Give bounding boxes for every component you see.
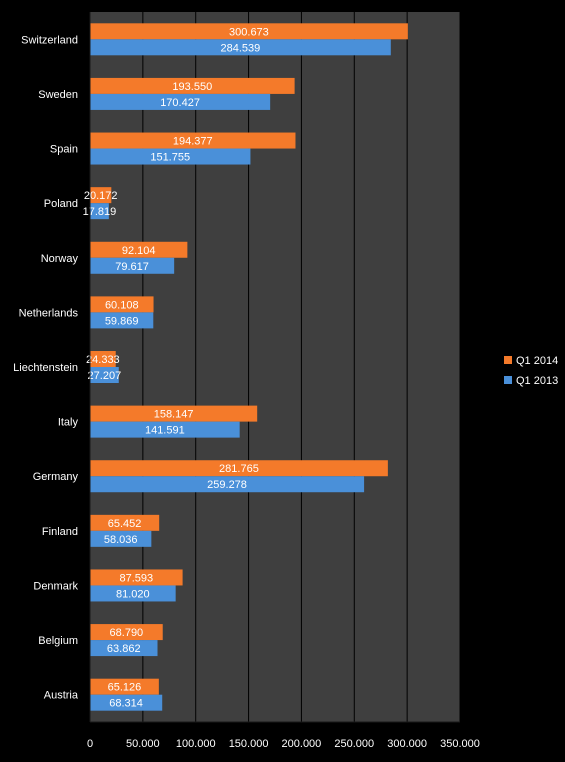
data-label-q1-2014-belgium: 68.790	[110, 627, 144, 639]
bar-q1-2014-spain	[90, 132, 296, 149]
x-tick-label-100-000: 100.000	[176, 738, 216, 750]
category-label-poland: Poland	[44, 198, 78, 210]
x-tick-label-50-000: 50.000	[126, 738, 160, 750]
x-tick-label-350-000: 350.000	[440, 738, 480, 750]
bar-q1-2013-switzerland	[90, 39, 391, 56]
data-label-q1-2014-poland: 20.172	[84, 190, 118, 202]
data-label-q1-2014-finland: 65.452	[108, 518, 142, 530]
bar-q1-2013-belgium	[90, 640, 158, 657]
legend-swatch-q1-2013	[504, 376, 512, 384]
data-label-q1-2013-belgium: 63.862	[107, 643, 141, 655]
bar-q1-2014-norway	[90, 241, 188, 258]
data-label-q1-2013-spain: 151.755	[150, 152, 190, 164]
bar-q1-2013-poland	[90, 203, 109, 220]
bar-q1-2014-finland	[90, 514, 160, 531]
x-tick-label-300-000: 300.000	[387, 738, 427, 750]
bar-q1-2014-netherlands	[90, 296, 154, 313]
bar-q1-2013-norway	[90, 257, 175, 274]
data-label-q1-2013-norway: 79.617	[115, 261, 149, 273]
category-label-sweden: Sweden	[38, 89, 78, 101]
category-label-italy: Italy	[58, 417, 79, 429]
category-label-austria: Austria	[44, 690, 79, 702]
data-label-q1-2014-denmark: 87.593	[119, 572, 153, 584]
x-tick-label-150-000: 150.000	[229, 738, 269, 750]
data-label-q1-2014-norway: 92.104	[122, 245, 156, 257]
bar-q1-2013-liechtenstein	[90, 367, 119, 383]
category-label-netherlands: Netherlands	[19, 307, 79, 319]
bar-q1-2014-denmark	[90, 569, 183, 586]
data-label-q1-2014-sweden: 193.550	[172, 81, 212, 93]
data-label-q1-2013-switzerland: 284.539	[221, 42, 261, 54]
data-label-q1-2014-germany: 281.765	[219, 463, 259, 475]
bar-q1-2013-netherlands	[90, 312, 154, 329]
bar-q1-2014-germany	[90, 460, 388, 477]
legend-label-q1-2014: Q1 2014	[516, 355, 558, 367]
data-label-q1-2014-switzerland: 300.673	[229, 26, 269, 38]
bar-q1-2013-denmark	[90, 585, 176, 602]
category-label-switzerland: Switzerland	[21, 34, 78, 46]
bar-q1-2013-sweden	[90, 93, 271, 110]
data-label-q1-2013-germany: 259.278	[207, 479, 247, 491]
plot-area	[90, 12, 460, 722]
data-label-q1-2013-denmark: 81.020	[116, 588, 150, 600]
data-label-q1-2013-poland: 17.819	[83, 206, 117, 218]
x-tick-label-200-000: 200.000	[282, 738, 322, 750]
bar-q1-2013-austria	[90, 694, 163, 711]
data-label-q1-2014-netherlands: 60.108	[105, 299, 139, 311]
bar-q1-2014-poland	[90, 187, 112, 204]
legend-label-q1-2013: Q1 2013	[516, 375, 558, 387]
data-label-q1-2014-liechtenstein: 24.333	[86, 354, 120, 366]
bar-q1-2014-liechtenstein	[90, 351, 116, 367]
category-label-denmark: Denmark	[33, 580, 78, 592]
bar-q1-2013-germany	[90, 476, 365, 493]
category-label-belgium: Belgium	[38, 635, 78, 647]
category-label-liechtenstein: Liechtenstein	[13, 362, 78, 374]
legend-swatch-q1-2014	[504, 356, 512, 364]
category-label-norway: Norway	[41, 253, 79, 265]
bar-q1-2014-belgium	[90, 624, 163, 641]
bar-q1-2014-austria	[90, 678, 159, 695]
bar-q1-2014-sweden	[90, 77, 295, 94]
data-label-q1-2013-sweden: 170.427	[160, 97, 200, 109]
bar-q1-2013-spain	[90, 148, 251, 165]
bar-q1-2014-italy	[90, 405, 258, 422]
data-label-q1-2013-austria: 68.314	[109, 698, 143, 710]
x-tick-label-0: 0	[87, 738, 93, 750]
x-tick-label-250-000: 250.000	[334, 738, 374, 750]
data-label-q1-2014-italy: 158.147	[154, 409, 194, 421]
bar-q1-2014-switzerland	[90, 23, 408, 40]
bar-q1-2013-italy	[90, 421, 240, 438]
data-label-q1-2013-italy: 141.591	[145, 425, 185, 437]
data-label-q1-2013-liechtenstein: 27.207	[88, 370, 122, 382]
data-label-q1-2013-netherlands: 59.869	[105, 315, 139, 327]
category-label-finland: Finland	[42, 526, 78, 538]
data-label-q1-2013-finland: 58.036	[104, 534, 138, 546]
category-label-germany: Germany	[33, 471, 79, 483]
data-label-q1-2014-austria: 65.126	[108, 682, 142, 694]
category-label-spain: Spain	[50, 144, 78, 156]
bar-q1-2013-finland	[90, 530, 152, 547]
data-label-q1-2014-spain: 194.377	[173, 136, 213, 148]
